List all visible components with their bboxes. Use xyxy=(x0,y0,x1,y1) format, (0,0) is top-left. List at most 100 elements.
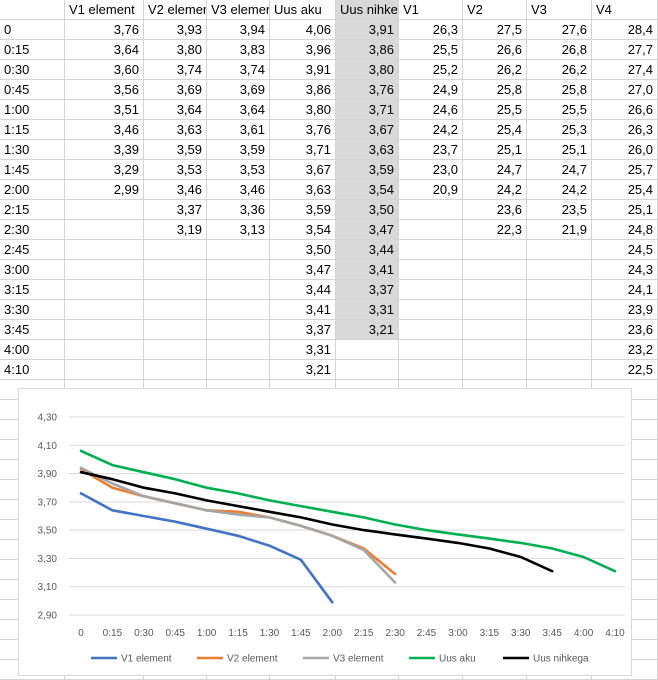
value-cell[interactable] xyxy=(65,240,144,260)
value-cell[interactable]: 24,5 xyxy=(592,240,658,260)
value-cell[interactable]: 3,80 xyxy=(336,60,399,80)
value-cell[interactable] xyxy=(207,300,270,320)
value-cell[interactable]: 24,9 xyxy=(399,80,463,100)
value-cell[interactable]: 3,39 xyxy=(65,140,144,160)
value-cell[interactable] xyxy=(207,360,270,380)
time-cell[interactable]: 3:30 xyxy=(0,300,65,320)
value-cell[interactable] xyxy=(207,260,270,280)
value-cell[interactable]: 24,7 xyxy=(463,160,527,180)
value-cell[interactable]: 3,69 xyxy=(207,80,270,100)
value-cell[interactable]: 3,80 xyxy=(144,40,207,60)
value-cell[interactable]: 3,46 xyxy=(144,180,207,200)
value-cell[interactable]: 25,1 xyxy=(463,140,527,160)
value-cell[interactable]: 3,54 xyxy=(270,220,336,240)
value-cell[interactable]: 27,7 xyxy=(592,40,658,60)
value-cell[interactable]: 3,29 xyxy=(65,160,144,180)
value-cell[interactable] xyxy=(144,300,207,320)
value-cell[interactable]: 25,5 xyxy=(463,100,527,120)
column-header-cell[interactable] xyxy=(0,0,65,20)
value-cell[interactable] xyxy=(207,280,270,300)
time-cell[interactable]: 4:10 xyxy=(0,360,65,380)
value-cell[interactable]: 3,63 xyxy=(270,180,336,200)
value-cell[interactable]: 3,51 xyxy=(65,100,144,120)
value-cell[interactable]: 3,31 xyxy=(336,300,399,320)
value-cell[interactable] xyxy=(144,280,207,300)
value-cell[interactable]: 25,7 xyxy=(592,160,658,180)
value-cell[interactable]: 3,37 xyxy=(270,320,336,340)
time-cell[interactable]: 3:45 xyxy=(0,320,65,340)
value-cell[interactable]: 2,99 xyxy=(65,180,144,200)
value-cell[interactable]: 24,7 xyxy=(527,160,592,180)
value-cell[interactable]: 3,69 xyxy=(144,80,207,100)
value-cell[interactable] xyxy=(399,300,463,320)
value-cell[interactable] xyxy=(336,340,399,360)
value-cell[interactable]: 24,2 xyxy=(527,180,592,200)
time-cell[interactable]: 3:00 xyxy=(0,260,65,280)
value-cell[interactable]: 27,4 xyxy=(592,60,658,80)
column-header-cell[interactable]: V2 element xyxy=(144,0,207,20)
value-cell[interactable]: 3,31 xyxy=(270,340,336,360)
value-cell[interactable] xyxy=(527,280,592,300)
value-cell[interactable]: 3,47 xyxy=(270,260,336,280)
value-cell[interactable]: 3,71 xyxy=(336,100,399,120)
value-cell[interactable]: 23,6 xyxy=(463,200,527,220)
value-cell[interactable]: 26,3 xyxy=(592,120,658,140)
value-cell[interactable]: 3,86 xyxy=(270,80,336,100)
value-cell[interactable]: 23,2 xyxy=(592,340,658,360)
value-cell[interactable]: 3,63 xyxy=(336,140,399,160)
time-cell[interactable]: 3:15 xyxy=(0,280,65,300)
value-cell[interactable]: 26,2 xyxy=(527,60,592,80)
value-cell[interactable] xyxy=(527,260,592,280)
value-cell[interactable]: 3,74 xyxy=(144,60,207,80)
value-cell[interactable] xyxy=(399,240,463,260)
value-cell[interactable] xyxy=(144,340,207,360)
value-cell[interactable]: 3,63 xyxy=(144,120,207,140)
value-cell[interactable]: 3,94 xyxy=(207,20,270,40)
value-cell[interactable]: 24,2 xyxy=(399,120,463,140)
value-cell[interactable] xyxy=(399,260,463,280)
column-header-cell[interactable]: Uus aku xyxy=(270,0,336,20)
value-cell[interactable]: 23,7 xyxy=(399,140,463,160)
value-cell[interactable]: 3,71 xyxy=(270,140,336,160)
value-cell[interactable]: 3,46 xyxy=(207,180,270,200)
line-chart[interactable]: 2,90 3,10 3,30 3,50 3,70 3,90 4,10 4,30 0 0:15 0:3… xyxy=(18,388,632,676)
value-cell[interactable] xyxy=(207,240,270,260)
time-cell[interactable]: 2:30 xyxy=(0,220,65,240)
value-cell[interactable] xyxy=(527,320,592,340)
time-cell[interactable]: 1:30 xyxy=(0,140,65,160)
value-cell[interactable] xyxy=(463,260,527,280)
value-cell[interactable]: 3,64 xyxy=(65,40,144,60)
value-cell[interactable]: 23,5 xyxy=(527,200,592,220)
value-cell[interactable] xyxy=(399,320,463,340)
column-header-cell[interactable]: V2 xyxy=(463,0,527,20)
value-cell[interactable]: 26,3 xyxy=(399,20,463,40)
value-cell[interactable]: 26,2 xyxy=(463,60,527,80)
value-cell[interactable]: 21,9 xyxy=(527,220,592,240)
time-cell[interactable]: 1:00 xyxy=(0,100,65,120)
value-cell[interactable] xyxy=(399,220,463,240)
value-cell[interactable] xyxy=(144,360,207,380)
value-cell[interactable]: 3,59 xyxy=(270,200,336,220)
value-cell[interactable] xyxy=(65,220,144,240)
value-cell[interactable]: 3,76 xyxy=(65,20,144,40)
value-cell[interactable] xyxy=(144,260,207,280)
value-cell[interactable] xyxy=(463,340,527,360)
value-cell[interactable]: 25,5 xyxy=(527,100,592,120)
time-cell[interactable]: 0:30 xyxy=(0,60,65,80)
value-cell[interactable] xyxy=(207,320,270,340)
value-cell[interactable]: 26,6 xyxy=(463,40,527,60)
value-cell[interactable]: 3,91 xyxy=(336,20,399,40)
value-cell[interactable]: 24,2 xyxy=(463,180,527,200)
value-cell[interactable]: 20,9 xyxy=(399,180,463,200)
value-cell[interactable]: 22,3 xyxy=(463,220,527,240)
value-cell[interactable] xyxy=(463,280,527,300)
value-cell[interactable]: 3,64 xyxy=(207,100,270,120)
value-cell[interactable]: 3,83 xyxy=(207,40,270,60)
value-cell[interactable] xyxy=(65,360,144,380)
value-cell[interactable]: 3,91 xyxy=(270,60,336,80)
value-cell[interactable]: 27,6 xyxy=(527,20,592,40)
value-cell[interactable] xyxy=(527,360,592,380)
value-cell[interactable]: 3,37 xyxy=(144,200,207,220)
value-cell[interactable]: 25,5 xyxy=(399,40,463,60)
value-cell[interactable]: 3,61 xyxy=(207,120,270,140)
